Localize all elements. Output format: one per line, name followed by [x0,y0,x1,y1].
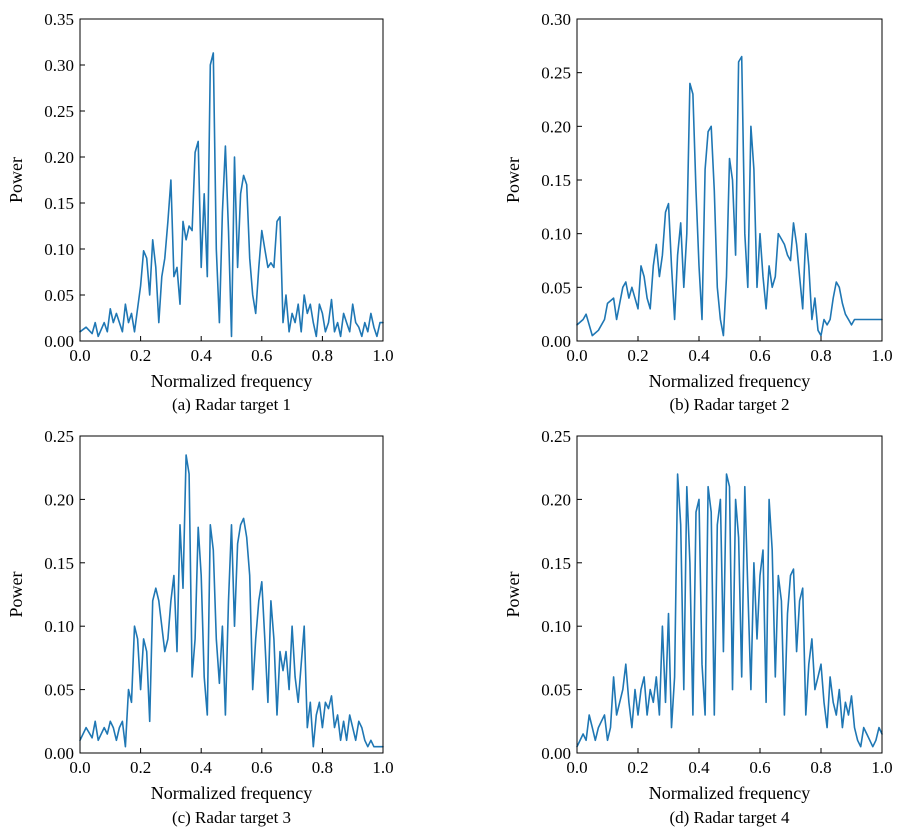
series-line-4 [576,473,883,748]
panel-caption-4: (d) Radar target 4 [669,808,790,827]
chart-panels: 0.0 0.2 0.4 0.6 0.8 1.0 0.00 0.05 0.10 0.15 0.20 0.… [6,10,893,827]
x-axis-label-1: Normalized frequency [151,371,312,391]
chart-panel-1: 0.0 0.2 0.4 0.6 0.8 1.0 0.00 0.05 0.10 0.15 0.20 0.… [6,10,394,414]
panel-caption-2: (b) Radar target 2 [669,395,789,414]
x-tick-label-3-0: 0.0 [69,758,90,777]
y-tick-label-3-3: 0.15 [44,554,74,573]
y-tick-label-2-2: 0.10 [541,225,571,244]
x-tick-label-3-3: 0.6 [251,758,272,777]
x-tick-label-4-4: 0.8 [810,758,831,777]
x-tick-label-4-1: 0.2 [627,758,648,777]
series-line-2 [576,55,883,337]
y-tick-label-3-1: 0.05 [44,681,74,700]
series-line-1 [79,52,384,338]
y-tick-label-3-2: 0.10 [44,617,74,636]
plot-frame-4 [576,435,883,754]
y-tick-label-2-5: 0.25 [541,64,571,83]
y-tick-label-1-4: 0.20 [44,148,74,167]
x-tick-label-2-4: 0.8 [810,346,831,365]
y-tick-label-2-6: 0.30 [541,10,571,29]
y-tick-label-4-3: 0.15 [541,554,571,573]
y-axis-label-2: Power [503,157,523,203]
x-tick-label-3-4: 0.8 [312,758,333,777]
y-tick-label-4-4: 0.20 [541,490,571,509]
panel-caption-3: (c) Radar target 3 [172,808,291,827]
y-axis-label-1: Power [6,157,26,203]
x-axis-label-2: Normalized frequency [649,371,810,391]
x-tick-label-1-3: 0.6 [251,346,272,365]
x-tick-label-1-1: 0.2 [130,346,151,365]
y-tick-label-2-3: 0.15 [541,171,571,190]
chart-panel-4: 0.0 0.2 0.4 0.6 0.8 1.0 0.00 0.05 0.10 0.15 0.20 0.… [503,427,893,827]
chart-panel-2: 0.0 0.2 0.4 0.6 0.8 1.0 0.00 0.05 0.10 0.15 0.20 0.… [503,10,893,414]
plot-frame-1 [79,18,384,342]
x-tick-label-1-0: 0.0 [69,346,90,365]
y-axis-label-3: Power [6,572,26,618]
y-tick-label-4-1: 0.05 [541,681,571,700]
y-tick-label-1-7: 0.35 [44,10,74,29]
x-tick-label-4-3: 0.6 [749,758,770,777]
y-tick-label-1-3: 0.15 [44,194,74,213]
y-tick-label-2-1: 0.05 [541,278,571,297]
plot-frame-3 [79,435,384,754]
y-tick-label-2-4: 0.20 [541,117,571,136]
y-axis-label-4: Power [503,572,523,618]
x-tick-label-1-4: 0.8 [312,346,333,365]
x-tick-label-3-2: 0.4 [191,758,213,777]
x-tick-label-3-1: 0.2 [130,758,151,777]
x-tick-label-2-0: 0.0 [566,346,587,365]
x-tick-label-2-5: 1.0 [871,346,892,365]
y-tick-label-4-2: 0.10 [541,617,571,636]
x-tick-label-3-5: 1.0 [372,758,393,777]
y-tick-label-3-5: 0.25 [44,427,74,446]
y-tick-label-1-1: 0.05 [44,286,74,305]
y-tick-label-1-0: 0.00 [44,332,74,351]
x-axis-label-4: Normalized frequency [649,783,810,803]
chart-panel-3: 0.0 0.2 0.4 0.6 0.8 1.0 0.00 0.05 0.10 0.15 0.20 0.… [6,427,394,827]
x-tick-label-4-0: 0.0 [566,758,587,777]
x-tick-label-2-3: 0.6 [749,346,770,365]
panel-caption-1: (a) Radar target 1 [172,395,291,414]
x-tick-label-4-5: 1.0 [871,758,892,777]
x-tick-label-1-2: 0.4 [191,346,213,365]
x-tick-label-2-2: 0.4 [688,346,710,365]
y-tick-label-4-0: 0.00 [541,744,571,763]
x-tick-label-2-1: 0.2 [627,346,648,365]
y-tick-label-1-2: 0.10 [44,240,74,259]
y-tick-label-1-5: 0.25 [44,102,74,121]
series-line-3 [79,454,384,748]
y-tick-label-3-0: 0.00 [44,744,74,763]
y-tick-label-1-6: 0.30 [44,56,74,75]
x-tick-label-4-2: 0.4 [688,758,710,777]
y-tick-label-2-0: 0.00 [541,332,571,351]
x-tick-label-1-5: 1.0 [372,346,393,365]
y-tick-label-4-5: 0.25 [541,427,571,446]
y-tick-label-3-4: 0.20 [44,490,74,509]
x-axis-label-3: Normalized frequency [151,783,312,803]
